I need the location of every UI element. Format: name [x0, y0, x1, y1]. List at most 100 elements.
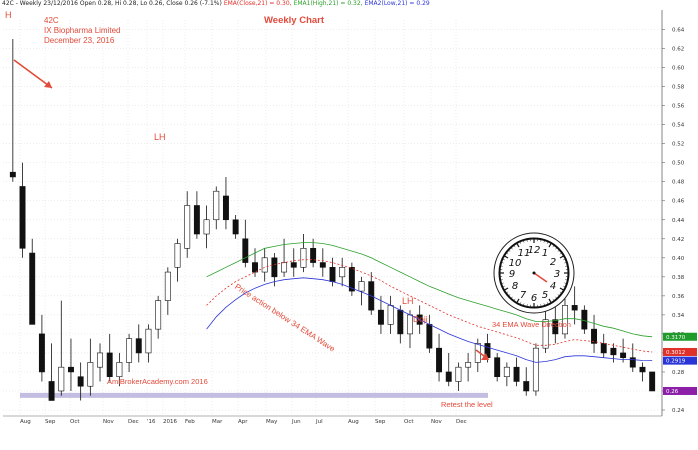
candle	[348, 262, 355, 296]
price-tag-box	[663, 356, 697, 365]
candle	[571, 286, 578, 325]
candle	[67, 338, 74, 391]
price-tag: 0.3012	[663, 347, 697, 356]
candle-body	[397, 309, 404, 335]
candle	[116, 352, 123, 387]
company-name: IX Biopharma Limited	[44, 26, 121, 35]
clock-caption: 34 EMA Wave Direction	[492, 320, 571, 329]
clock-tick	[563, 258, 566, 261]
candle-body	[571, 305, 578, 311]
candle	[203, 205, 210, 249]
clock-tick	[501, 262, 504, 264]
clock-tick	[564, 282, 567, 284]
x-tick-label: Aug	[20, 419, 31, 425]
support-band	[20, 392, 488, 398]
clock-tick	[555, 247, 557, 250]
candle-body	[620, 352, 627, 358]
x-axis: Aug Sep Oct Nov Dec '16 2016 Feb Mar Apr May Jun Jul…	[3, 415, 662, 425]
candle-body	[465, 362, 472, 368]
candle-body	[281, 262, 288, 273]
clock-tick	[504, 287, 509, 291]
candle	[9, 39, 16, 182]
candle-body	[174, 243, 181, 268]
clock-tick	[502, 285, 505, 288]
downtrend-arrow-top	[13, 59, 53, 89]
x-tick-label: 2016	[163, 419, 177, 425]
candle	[145, 324, 152, 363]
candle-body	[19, 186, 26, 249]
candle-body	[319, 262, 326, 268]
clock-tick	[555, 296, 557, 299]
candle-body	[126, 338, 133, 363]
candle-body	[407, 314, 413, 335]
candle	[271, 253, 278, 287]
candle-body	[222, 195, 229, 221]
y-tick-label: 0.24	[672, 408, 685, 414]
svg-text:5: 5	[542, 290, 548, 301]
candle	[29, 238, 36, 325]
clock-tick	[546, 302, 549, 305]
candle-body	[87, 362, 94, 387]
candle-body	[232, 219, 239, 235]
candle-body	[193, 205, 200, 235]
candle	[232, 215, 239, 239]
y-tick-label: 0.36	[672, 294, 685, 300]
candle-body	[513, 366, 520, 382]
retest-label: Retest the level	[441, 400, 493, 409]
clock-tick	[523, 303, 525, 306]
candle-body	[300, 247, 307, 268]
x-tick-label: Dec	[456, 419, 467, 425]
candle-body	[252, 262, 258, 273]
svg-text:4: 4	[550, 281, 556, 292]
candle	[164, 267, 171, 315]
candle-body	[610, 347, 617, 356]
y-tick-label: 0.48	[672, 180, 685, 186]
candle-body	[600, 343, 607, 354]
ema-high-line	[206, 242, 653, 338]
candle-body	[494, 357, 501, 378]
candle-body	[77, 376, 84, 387]
candle	[106, 333, 113, 382]
candle	[193, 191, 200, 239]
candle-body	[523, 381, 530, 392]
price-tag-label: 0.3170	[666, 335, 686, 341]
clock-tick	[559, 287, 564, 291]
candle-body	[271, 257, 278, 278]
candle	[494, 352, 501, 382]
price-tag: 0.2919	[663, 356, 697, 365]
candle	[629, 343, 636, 372]
candle-body	[532, 347, 539, 392]
svg-text:8: 8	[512, 281, 518, 292]
svg-text:7: 7	[520, 290, 527, 301]
y-tick-label: 0.40	[672, 256, 685, 262]
candle-body	[348, 267, 355, 292]
clock-tick	[546, 241, 549, 244]
candle	[377, 295, 384, 334]
y-tick-label: 0.52	[672, 142, 684, 148]
y-tick-label: 0.46	[672, 199, 685, 205]
clock-tick	[511, 247, 513, 250]
clock-tick	[513, 298, 516, 301]
candle	[639, 362, 646, 382]
x-tick-label: Dec	[128, 419, 139, 425]
clock-tick	[501, 282, 504, 284]
svg-text:12: 12	[528, 245, 541, 256]
clock-tick	[564, 262, 567, 264]
ema-low-line	[206, 277, 653, 363]
clock-tick	[506, 291, 509, 294]
candle-body	[310, 247, 317, 263]
candle	[38, 314, 45, 382]
price-tag-label: 0.3012	[666, 350, 685, 356]
clock-tick	[557, 294, 560, 296]
chart-date: December 23, 2016	[44, 36, 115, 45]
candle	[155, 295, 162, 339]
clock-tick	[523, 240, 525, 243]
svg-text:10: 10	[509, 258, 522, 269]
doji-label: Doji	[413, 314, 428, 324]
clock-tick	[557, 250, 560, 252]
y-tick-label: 0.38	[672, 275, 685, 281]
clock-tick	[504, 255, 509, 259]
svg-text:9: 9	[509, 269, 515, 280]
candle	[600, 333, 607, 358]
clock-tick	[519, 302, 522, 305]
